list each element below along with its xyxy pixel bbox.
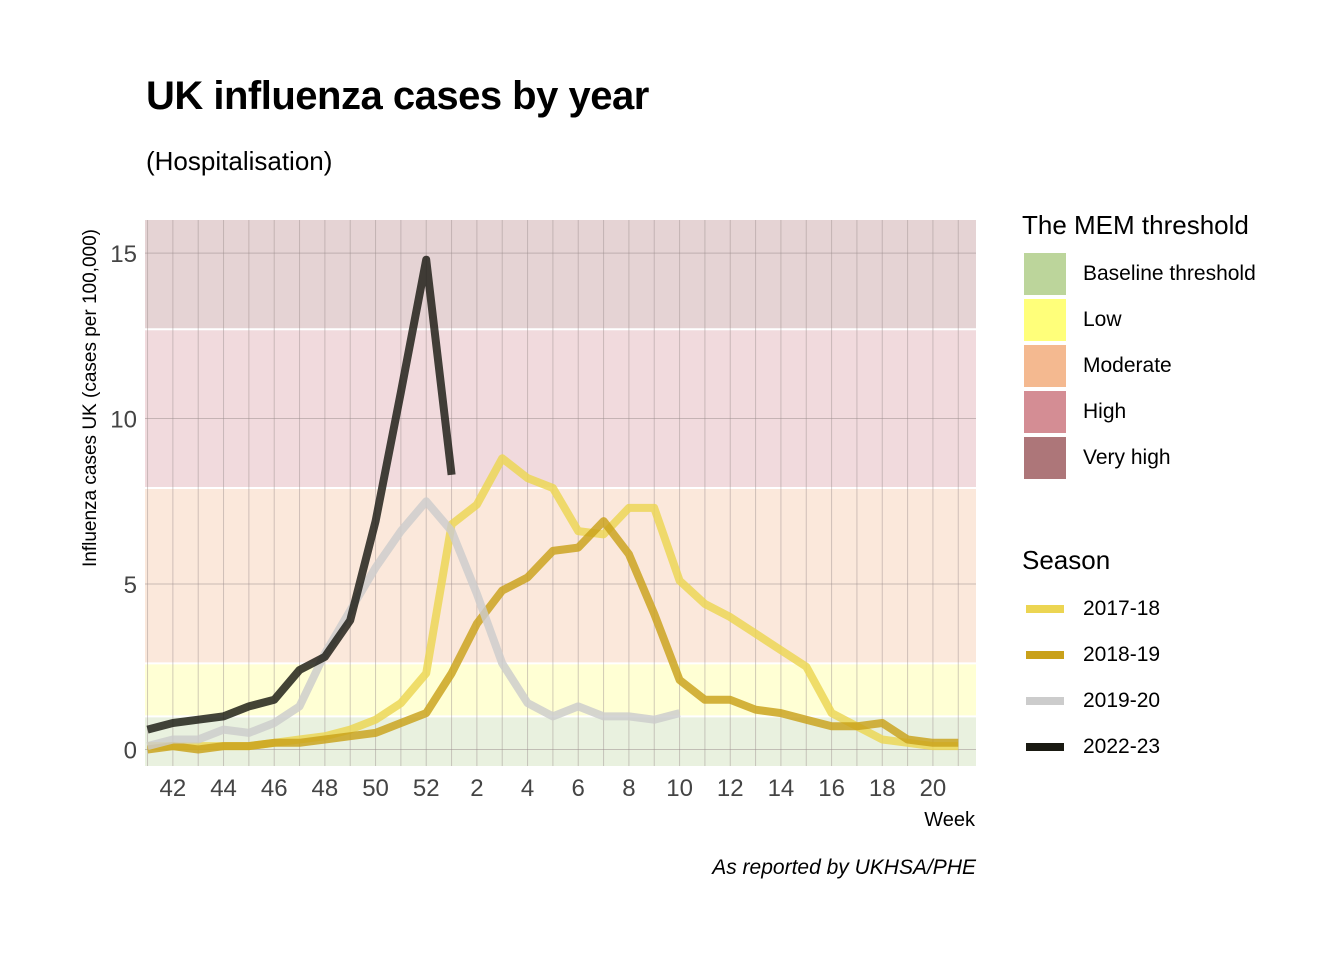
y-axis-label: Influenza cases UK (cases per 100,000) xyxy=(80,229,101,567)
x-tick-label: 42 xyxy=(160,775,187,802)
legend-line-key xyxy=(1026,743,1064,751)
season-legend-item: 2019-20 xyxy=(1022,678,1160,724)
threshold-legend: The MEM threshold Baseline threshold Low M… xyxy=(1022,210,1256,481)
x-axis-label: Week xyxy=(924,809,976,831)
legend-swatch xyxy=(1024,345,1066,387)
threshold-legend-item: High xyxy=(1022,389,1249,435)
chart-caption: As reported by UKHSA/PHE xyxy=(712,856,976,879)
legend-line-key xyxy=(1026,651,1064,659)
y-tick-label: 0 xyxy=(124,737,137,764)
legend-swatch xyxy=(1024,253,1066,295)
threshold-bands xyxy=(145,220,976,766)
y-tick-label: 15 xyxy=(110,241,137,268)
legend-swatch xyxy=(1024,437,1066,479)
legend-label: 2018-19 xyxy=(1083,643,1161,666)
legend-label: High xyxy=(1083,400,1127,423)
x-tick-label: 8 xyxy=(622,775,635,802)
y-tick-label: 10 xyxy=(110,407,137,434)
legend-label: Low xyxy=(1083,308,1122,331)
legend-label: 2022-23 xyxy=(1083,735,1161,758)
x-tick-label: 44 xyxy=(210,775,237,802)
series-line-2018-19 xyxy=(146,517,959,754)
x-tick-label: 12 xyxy=(717,775,744,802)
threshold-legend-title: The MEM threshold xyxy=(1022,210,1249,240)
y-tick-label: 5 xyxy=(124,572,137,599)
legend-label: 2019-20 xyxy=(1083,689,1161,712)
season-legend-title: Season xyxy=(1022,545,1111,575)
threshold-legend-item: Baseline threshold xyxy=(1022,251,1256,297)
legend-line-key xyxy=(1026,697,1064,705)
x-tick-label: 2 xyxy=(470,775,483,802)
x-tick-label: 14 xyxy=(768,775,795,802)
threshold-legend-item: Low xyxy=(1022,297,1249,343)
season-legend-item: 2017-18 xyxy=(1022,586,1160,632)
x-tick-label: 48 xyxy=(312,775,339,802)
threshold-legend-item: Moderate xyxy=(1022,343,1249,389)
series-lines xyxy=(146,255,959,754)
x-tick-label: 20 xyxy=(920,775,947,802)
legend-label: 2017-18 xyxy=(1083,597,1161,620)
band-moderate xyxy=(145,488,976,664)
legend-line-key xyxy=(1026,605,1064,613)
band-high xyxy=(145,329,976,489)
x-tick-label: 18 xyxy=(869,775,896,802)
season-legend-item: 2018-19 xyxy=(1022,632,1160,678)
x-tick-labels: 42 44 46 48 50 52 2 4 6 8 10 12 14 16 18 20 xyxy=(160,775,947,802)
y-tick-labels: 0 5 10 15 xyxy=(110,241,137,764)
x-tick-label: 10 xyxy=(666,775,693,802)
band-very-high xyxy=(145,220,976,330)
x-tick-label: 46 xyxy=(261,775,288,802)
season-legend: Season 2017-18 2018-19 2019-20 2022-23 xyxy=(1022,545,1160,770)
band-low xyxy=(145,663,976,717)
legend-swatch xyxy=(1024,299,1066,341)
legend-label: Baseline threshold xyxy=(1083,262,1256,285)
x-tick-label: 52 xyxy=(413,775,440,802)
series-line-2019-20 xyxy=(146,497,681,750)
series-line-2022-23 xyxy=(146,255,456,734)
season-legend-item: 2022-23 xyxy=(1022,724,1160,770)
chart-subtitle: (Hospitalisation) xyxy=(146,146,333,176)
x-tick-label: 50 xyxy=(362,775,389,802)
x-tick-label: 6 xyxy=(572,775,585,802)
threshold-legend-item: Very high xyxy=(1022,435,1249,481)
legend-swatch xyxy=(1024,391,1066,433)
x-tick-label: 4 xyxy=(521,775,534,802)
legend-label: Moderate xyxy=(1083,354,1172,377)
chart-title: UK influenza cases by year xyxy=(146,74,649,118)
legend-label: Very high xyxy=(1083,446,1171,469)
x-tick-label: 16 xyxy=(818,775,845,802)
